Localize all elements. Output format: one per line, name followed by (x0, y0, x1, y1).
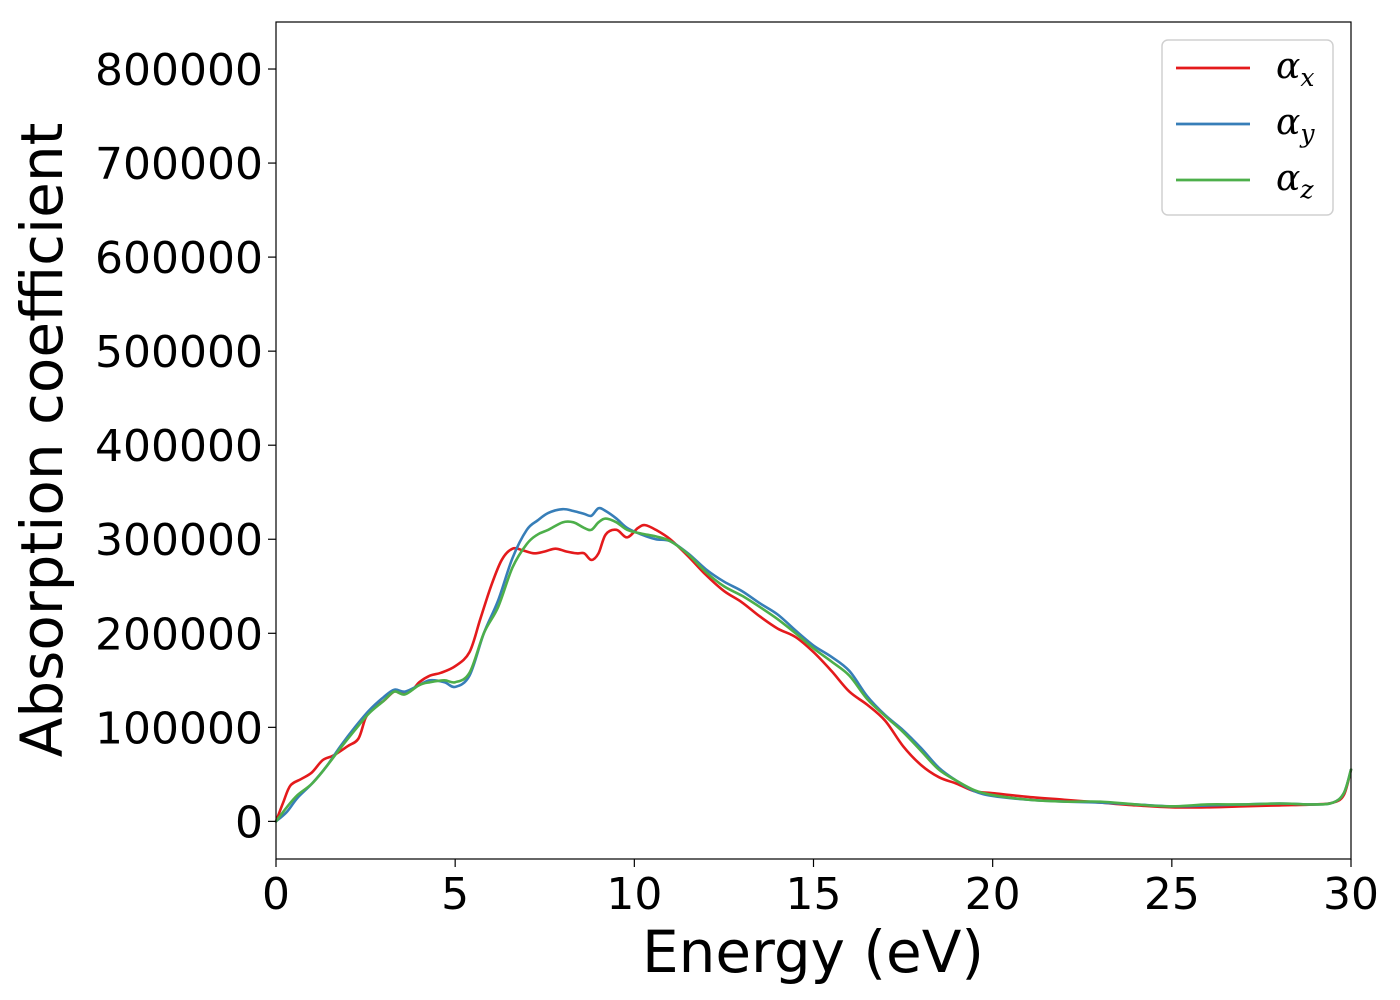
x-tick-label: 0 (262, 869, 290, 920)
x-tick-label: 5 (441, 869, 469, 920)
x-tick-label: 15 (786, 869, 842, 920)
y-tick-label: 100000 (95, 703, 263, 754)
legend-label-x: αx (1276, 46, 1314, 92)
series-layer (274, 506, 1353, 823)
y-tick-label: 200000 (95, 609, 263, 660)
y-tick-label: 500000 (95, 327, 263, 378)
x-axis: 0 5 10 15 20 25 30 (262, 859, 1379, 920)
y-axis-label: Absorption coefficient (8, 123, 76, 758)
y-tick-label: 600000 (95, 233, 263, 284)
legend-label-z: αz (1276, 158, 1314, 204)
legend-symbol: α (1276, 102, 1300, 143)
y-tick-label: 800000 (95, 45, 263, 96)
series-line-z (274, 517, 1353, 823)
x-axis-label: Energy (eV) (642, 918, 984, 986)
y-axis: 0 100000 200000 300000 400000 500000 600000 700… (95, 45, 276, 848)
legend-subscript: z (1299, 175, 1314, 204)
legend-label-y: αy (1276, 102, 1315, 148)
x-tick-label: 25 (1144, 869, 1200, 920)
y-tick-label: 700000 (95, 139, 263, 190)
x-tick-label: 30 (1323, 869, 1379, 920)
x-tick-label: 10 (606, 869, 662, 920)
legend-box (1161, 39, 1334, 216)
y-tick-label: 0 (235, 797, 263, 848)
y-tick-label: 400000 (95, 421, 263, 472)
y-tick-label: 300000 (95, 515, 263, 566)
legend-subscript: y (1299, 119, 1315, 148)
legend-subscript: x (1300, 63, 1314, 92)
x-tick-label: 20 (965, 869, 1021, 920)
legend-symbol: α (1276, 46, 1300, 87)
legend-symbol: α (1276, 158, 1300, 199)
